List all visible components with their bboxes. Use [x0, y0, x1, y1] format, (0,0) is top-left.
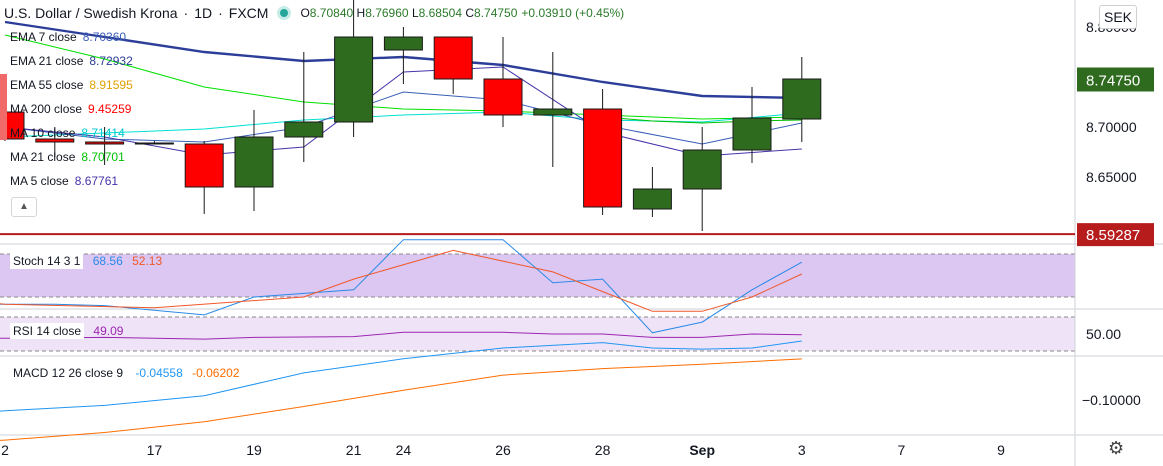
indicator-value: 8.67761	[74, 174, 119, 188]
indicator-legend-row[interactable]: MA 21 close 8.70701	[10, 150, 125, 164]
chart-header: U.S. Dollar / Swedish Krona · 1D · FXCM …	[4, 5, 625, 21]
candle-body	[284, 121, 324, 138]
candle-body	[583, 108, 623, 208]
symbol-name[interactable]: U.S. Dollar / Swedish Krona	[4, 5, 178, 21]
stoch-k-line	[0, 239, 803, 334]
indicator-value: 8.72932	[89, 54, 133, 68]
rsi-axis-label: 50.00	[1086, 326, 1121, 342]
rsi-line	[0, 331, 802, 340]
candle-body	[184, 143, 224, 188]
stoch-d-value: 52.13	[132, 254, 163, 268]
indicator-legend-row[interactable]: EMA 55 close 8.91595	[10, 78, 133, 92]
macd-signal-line	[0, 358, 802, 441]
macd-value: -0.04558	[135, 366, 183, 380]
candle-body	[334, 36, 374, 123]
ohlc-values: O8.70840 H8.76960 L8.68504 C8.74750	[300, 6, 518, 20]
candle-body	[433, 36, 473, 80]
stoch-legend: Stoch 14 3 1 68.56 52.13	[10, 253, 163, 269]
indicator-name: EMA 55 close	[10, 78, 84, 92]
rsi-value: 49.09	[93, 324, 124, 338]
indicator-legend-row[interactable]: EMA 7 close 8.70360	[10, 30, 126, 44]
candle-body	[732, 117, 772, 151]
x-tick-label: 7	[898, 442, 906, 458]
currency-button[interactable]: SEK	[1099, 5, 1137, 29]
interval-label[interactable]: 1D	[194, 5, 213, 21]
x-tick-label: 9	[997, 442, 1005, 458]
indicator-value: 8.91595	[89, 78, 133, 92]
collapse-legend-button[interactable]: ▲	[11, 197, 37, 217]
high-value: 8.76960	[365, 6, 409, 20]
price-tick-label: 8.65000	[1086, 169, 1137, 185]
indicator-name: EMA 7 close	[10, 30, 77, 44]
price-tick-label: 8.70000	[1086, 119, 1137, 135]
ema55-line	[4, 34, 802, 120]
open-value: 8.70840	[309, 6, 354, 20]
gear-icon[interactable]: ⚙	[1108, 438, 1125, 458]
change-value: +0.03910 (+0.45%)	[521, 6, 625, 20]
indicator-legend-row[interactable]: MA 10 close 8.71414	[10, 126, 125, 140]
indicator-value: 9.45259	[88, 102, 132, 116]
ema7-line	[4, 91, 802, 145]
x-tick-label: 21	[346, 442, 362, 458]
candle-body	[632, 188, 672, 210]
x-tick-label: 2	[1, 442, 9, 458]
rsi-legend: RSI 14 close 49.09	[10, 323, 124, 339]
x-tick-label: 19	[246, 442, 262, 458]
macd-signal-value: -0.06202	[192, 366, 240, 380]
price-marker-red	[0, 74, 7, 140]
candle-body	[383, 36, 423, 51]
indicator-name: EMA 21 close	[10, 54, 84, 68]
last-price-label: 8.74750	[1086, 73, 1140, 90]
indicator-name: MA 5 close	[10, 174, 69, 188]
candle-body	[483, 78, 523, 116]
indicator-name: MA 10 close	[10, 126, 76, 140]
stoch-band	[0, 254, 1075, 297]
exchange-label: FXCM	[228, 5, 269, 21]
indicator-name: MA 21 close	[10, 150, 76, 164]
rsi-band	[0, 317, 1075, 351]
indicator-legend-row[interactable]: EMA 21 close 8.72932	[10, 54, 133, 68]
close-value: 8.74750	[474, 6, 518, 20]
stoch-d-line	[0, 249, 803, 312]
x-tick-label: 24	[396, 442, 412, 458]
rsi-name: RSI 14 close	[10, 323, 85, 339]
low-value: 8.68504	[418, 6, 463, 20]
candle-body	[533, 108, 573, 116]
candle-body	[134, 142, 174, 145]
level-price-tag	[1077, 223, 1154, 247]
stoch-k-value: 68.56	[92, 254, 123, 268]
indicator-value: 8.70701	[81, 150, 125, 164]
macd-legend: MACD 12 26 close 9 -0.04558 -0.06202	[10, 365, 240, 381]
last-price-tag	[1077, 67, 1154, 92]
indicator-value: 8.71414	[81, 126, 125, 140]
candle-body	[234, 136, 274, 188]
level-price-label: 8.59287	[1086, 227, 1140, 244]
candle-body	[782, 78, 822, 120]
macd-axis-label: −0.10000	[1082, 392, 1141, 408]
candle-body	[35, 138, 75, 143]
candle-body	[682, 149, 722, 190]
candle-body	[85, 141, 125, 145]
macd-line	[0, 340, 802, 412]
indicator-legend-row[interactable]: MA 200 close 9.45259	[10, 102, 131, 116]
indicator-legend-row[interactable]: MA 5 close 8.67761	[10, 174, 118, 188]
stoch-name: Stoch 14 3 1	[10, 253, 84, 269]
x-tick-label: Sep	[689, 442, 715, 458]
indicator-name: MA 200 close	[10, 102, 83, 116]
x-tick-label: 28	[595, 442, 611, 458]
x-tick-label: 26	[495, 442, 511, 458]
chevron-up-icon: ▲	[19, 201, 29, 212]
macd-name: MACD 12 26 close 9	[10, 365, 127, 381]
market-status-icon	[280, 9, 289, 17]
x-tick-label: 3	[798, 442, 806, 458]
indicator-value: 8.70360	[82, 30, 127, 44]
x-tick-label: 17	[147, 442, 163, 458]
